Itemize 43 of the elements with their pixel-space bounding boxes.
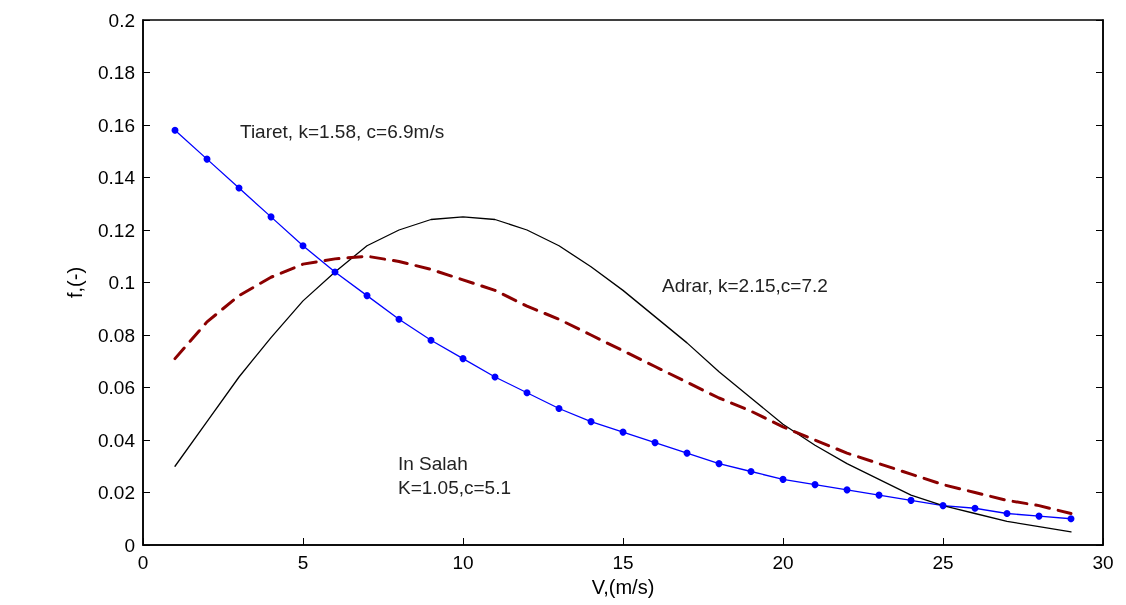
y-tick-label: 0	[124, 534, 135, 556]
point	[395, 315, 403, 323]
point	[523, 389, 531, 397]
y-axis-title: f,(-)	[64, 266, 86, 299]
point	[907, 496, 915, 504]
y-tick-label: 0.16	[98, 114, 135, 136]
point	[651, 439, 659, 447]
annotation: Tiaret, k=1.58, c=6.9m/s	[240, 120, 445, 142]
point	[299, 242, 307, 250]
point	[363, 292, 371, 300]
y-tick-label: 0.1	[108, 272, 135, 293]
x-axis-title: V,(m/s)	[591, 575, 655, 598]
point	[779, 475, 787, 483]
point	[171, 126, 179, 134]
y-tick-label: 0.2	[108, 9, 135, 31]
point	[971, 504, 979, 512]
point	[555, 405, 563, 412]
y-tick-label: 0.12	[98, 219, 135, 241]
point	[1003, 510, 1011, 517]
x-tick-label: 5	[297, 552, 309, 573]
point	[459, 355, 467, 363]
annotation: In Salah K=1.05,c=5.1	[398, 452, 512, 498]
line-series	[174, 216, 1072, 533]
annotation: Adrar, k=2.15,c=7.2	[662, 274, 828, 296]
point	[715, 460, 723, 468]
x-tick-label: 15	[612, 552, 634, 573]
y-tick-label: 0.18	[98, 62, 135, 83]
x-tick-label: 30	[1092, 552, 1114, 573]
x-tick-label: 10	[452, 552, 474, 573]
x-tick-label: 20	[772, 552, 794, 573]
point	[587, 418, 595, 426]
y-tick-label: 0.04	[98, 429, 136, 451]
point	[427, 336, 435, 344]
point	[939, 502, 947, 510]
y-tick-label: 0.08	[98, 324, 135, 346]
point	[811, 481, 819, 489]
point	[1067, 515, 1075, 523]
y-tick-label: 0.06	[98, 377, 135, 398]
point	[747, 468, 755, 475]
y-tick-label: 0.02	[98, 482, 135, 503]
x-tick-label: 0	[137, 552, 149, 573]
x-tick-label: 25	[932, 552, 954, 573]
y-tick-label: 0.14	[98, 167, 136, 188]
